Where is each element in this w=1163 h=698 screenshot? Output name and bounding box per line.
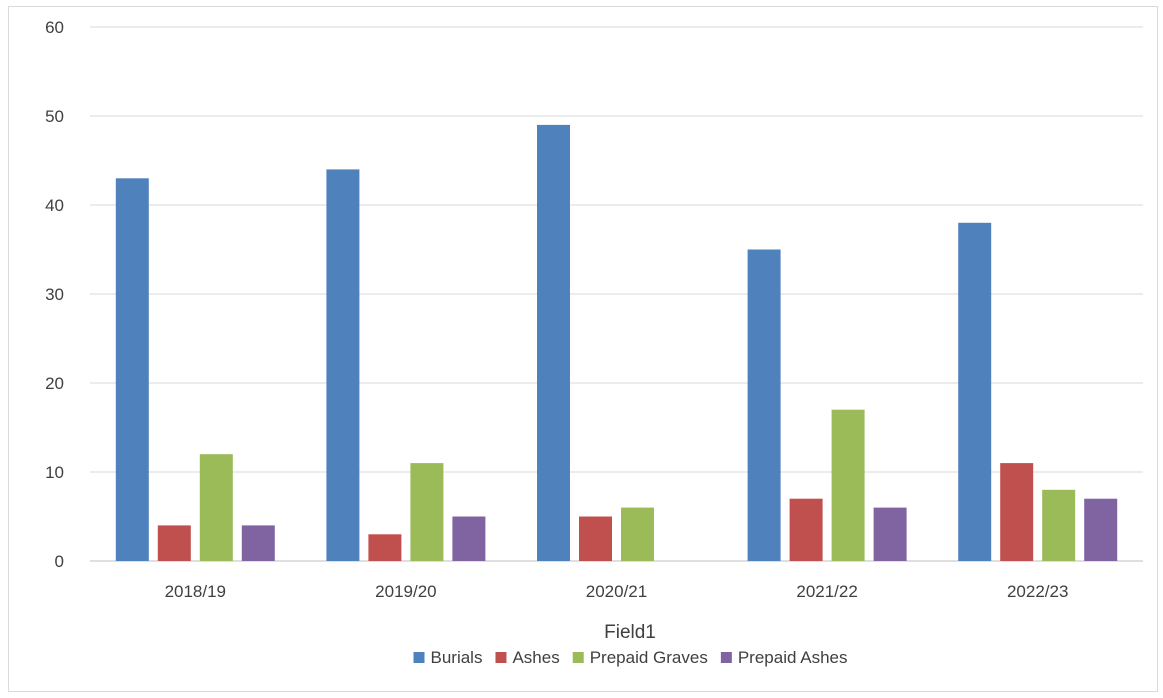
bar-ashes-2020-21	[579, 516, 612, 561]
legend-swatch-burials	[413, 652, 425, 663]
bar-prepaid-ashes-2022-23	[1084, 498, 1118, 561]
bar-prepaid-ashes-2021-22	[873, 507, 907, 561]
bar-prepaid-ashes-2018-19	[241, 525, 275, 561]
bar-burials-2022-23	[958, 222, 992, 562]
x-axis-title: Field1	[604, 622, 656, 643]
legend-swatch-ashes	[495, 652, 507, 663]
bar-ashes-2021-22	[789, 498, 823, 561]
bar-prepaid-graves-2021-22	[831, 409, 865, 561]
x-tick-label: 2020/21	[586, 582, 647, 601]
bar-burials-2020-21	[537, 124, 570, 562]
y-tick-label: 30	[45, 285, 64, 304]
legend-label-ashes: Ashes	[512, 648, 559, 667]
legend-label-prepaid-graves: Prepaid Graves	[590, 648, 708, 667]
y-tick-label: 50	[45, 107, 64, 126]
bar-burials-2018-19	[115, 178, 149, 562]
y-tick-label: 0	[55, 552, 64, 571]
x-tick-label: 2018/19	[165, 582, 226, 601]
legend: Burials Ashes Prepaid Graves Prepaid Ashes	[413, 648, 848, 667]
bar-prepaid-ashes-2019-20	[452, 516, 486, 561]
y-axis-ticks: 0 10 20 30 40 50 60	[45, 18, 64, 571]
legend-label-prepaid-ashes: Prepaid Ashes	[738, 648, 848, 667]
bar-burials-2021-22	[747, 249, 781, 561]
x-tick-label: 2022/23	[1007, 582, 1068, 601]
x-tick-label: 2021/22	[796, 582, 857, 601]
bar-prepaid-graves-2018-19	[199, 454, 233, 561]
legend-swatch-prepaid-graves	[572, 652, 584, 663]
y-tick-label: 40	[45, 196, 64, 215]
bars	[115, 124, 1118, 562]
y-tick-label: 60	[45, 18, 64, 37]
bar-ashes-2019-20	[368, 534, 402, 561]
y-tick-label: 20	[45, 374, 64, 393]
x-axis-ticks: 2018/19 2019/20 2020/21 2021/22 2022/23	[165, 582, 1069, 601]
bar-prepaid-graves-2019-20	[410, 463, 444, 561]
bar-prepaid-graves-2022-23	[1042, 489, 1076, 561]
legend-swatch-prepaid-ashes	[720, 652, 732, 663]
bar-ashes-2022-23	[1000, 463, 1034, 561]
bar-ashes-2018-19	[157, 525, 191, 561]
legend-label-burials: Burials	[431, 648, 483, 667]
bar-prepaid-graves-2020-21	[621, 507, 654, 561]
bar-burials-2019-20	[326, 169, 360, 561]
x-tick-label: 2019/20	[375, 582, 436, 601]
y-tick-label: 10	[45, 463, 64, 482]
